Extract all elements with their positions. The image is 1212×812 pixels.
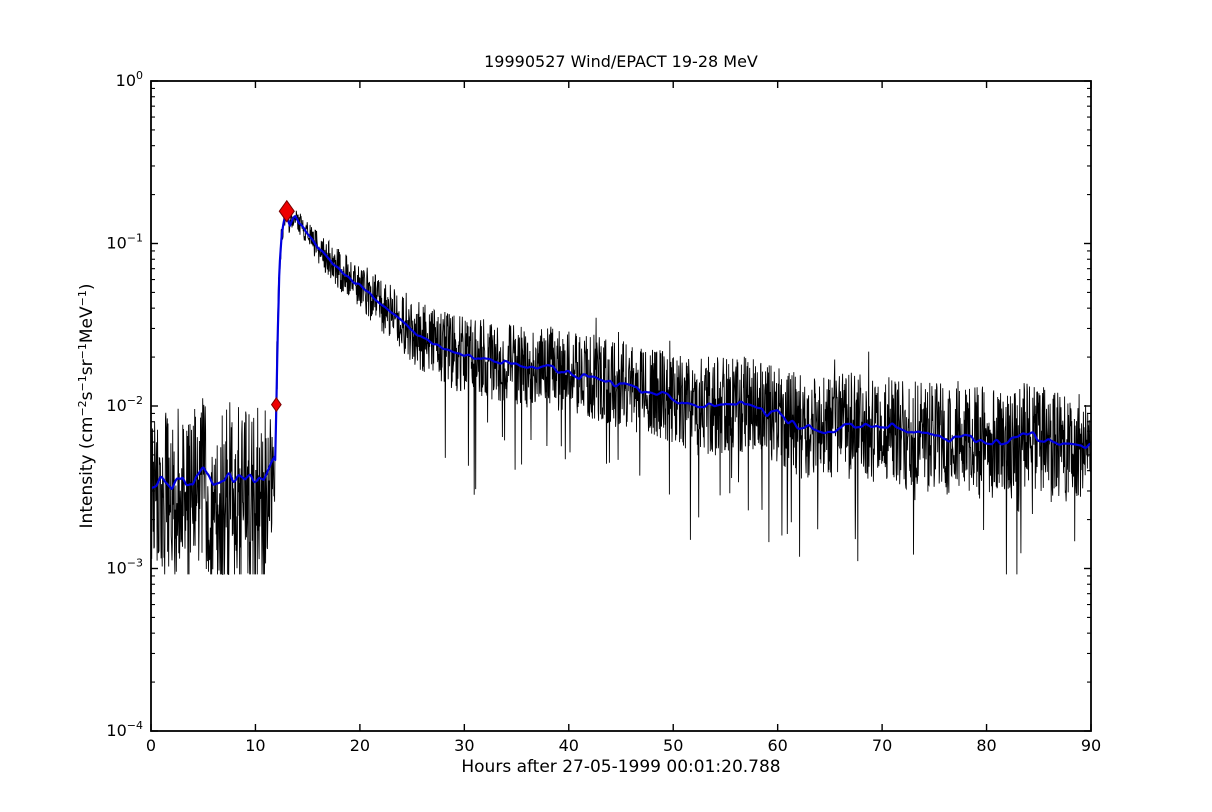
x-tick-label: 20 bbox=[350, 736, 370, 755]
y-tick-label: 10−3 bbox=[106, 557, 143, 578]
y-tick-label: 10−1 bbox=[106, 232, 143, 253]
y-axis-label: Intensity (cm−2s−1sr−1MeV−1) bbox=[76, 283, 97, 529]
smoothed-series bbox=[151, 211, 1091, 490]
y-tick-label: 100 bbox=[116, 69, 143, 90]
event-markers bbox=[270, 199, 295, 413]
tick-labels: 0 10 20 30 40 50 60 70 80 90 100 10−1 10−2 10−3 10−4 bbox=[106, 69, 1101, 755]
x-tick-label: 90 bbox=[1081, 736, 1101, 755]
event-onset-marker bbox=[270, 396, 282, 413]
x-axis-label: Hours after 27-05-1999 00:01:20.788 bbox=[461, 757, 781, 777]
x-tick-label: 10 bbox=[245, 736, 265, 755]
x-tick-label: 70 bbox=[872, 736, 892, 755]
x-tick-label: 30 bbox=[454, 736, 474, 755]
chart-title: 19990527 Wind/EPACT 19-28 MeV bbox=[484, 52, 758, 71]
x-tick-label: 60 bbox=[767, 736, 787, 755]
smoothed-series-path bbox=[151, 211, 1091, 490]
x-tick-label: 0 bbox=[146, 736, 156, 755]
raw-series bbox=[151, 208, 1091, 575]
plot-frame-and-ticks bbox=[150, 80, 1092, 732]
x-tick-label: 50 bbox=[663, 736, 683, 755]
x-tick-label: 40 bbox=[559, 736, 579, 755]
y-tick-label: 10−4 bbox=[106, 719, 143, 740]
x-tick-label: 80 bbox=[976, 736, 996, 755]
y-tick-label: 10−2 bbox=[106, 394, 143, 415]
event-peak-marker bbox=[278, 199, 295, 223]
raw-series-path bbox=[151, 208, 1091, 575]
